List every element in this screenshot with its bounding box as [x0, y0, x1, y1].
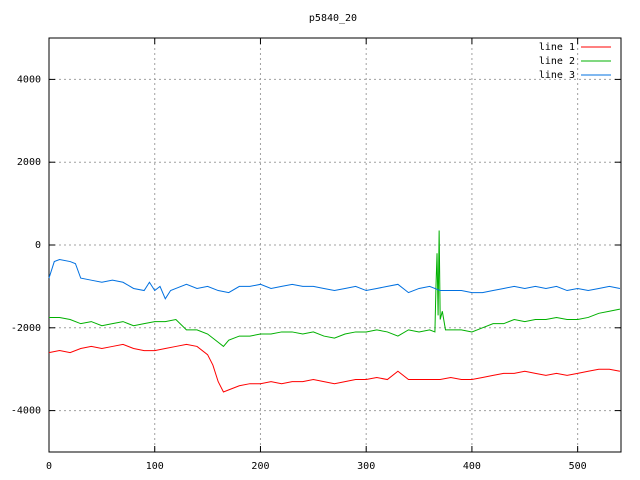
x-tick-label: 500 — [569, 461, 587, 472]
series-line — [49, 230, 621, 348]
legend-label: line 2 — [539, 56, 575, 67]
x-tick-label: 300 — [357, 461, 375, 472]
x-tick-label: 0 — [46, 461, 52, 472]
series-line — [48, 258, 621, 300]
series-line — [48, 343, 621, 393]
y-tick-label: 2000 — [17, 157, 41, 168]
chart-title: p5840_20 — [309, 13, 357, 24]
y-tick-label: 4000 — [17, 74, 41, 85]
y-tick-label: -4000 — [11, 406, 41, 417]
x-tick-label: 100 — [146, 461, 164, 472]
y-tick-label: -2000 — [11, 323, 41, 334]
legend-label: line 3 — [539, 70, 575, 81]
legend-label: line 1 — [539, 42, 575, 53]
x-tick-label: 200 — [251, 461, 269, 472]
plot-frame — [48, 37, 622, 453]
y-tick-label: 0 — [35, 240, 41, 251]
x-tick-label: 400 — [463, 461, 481, 472]
